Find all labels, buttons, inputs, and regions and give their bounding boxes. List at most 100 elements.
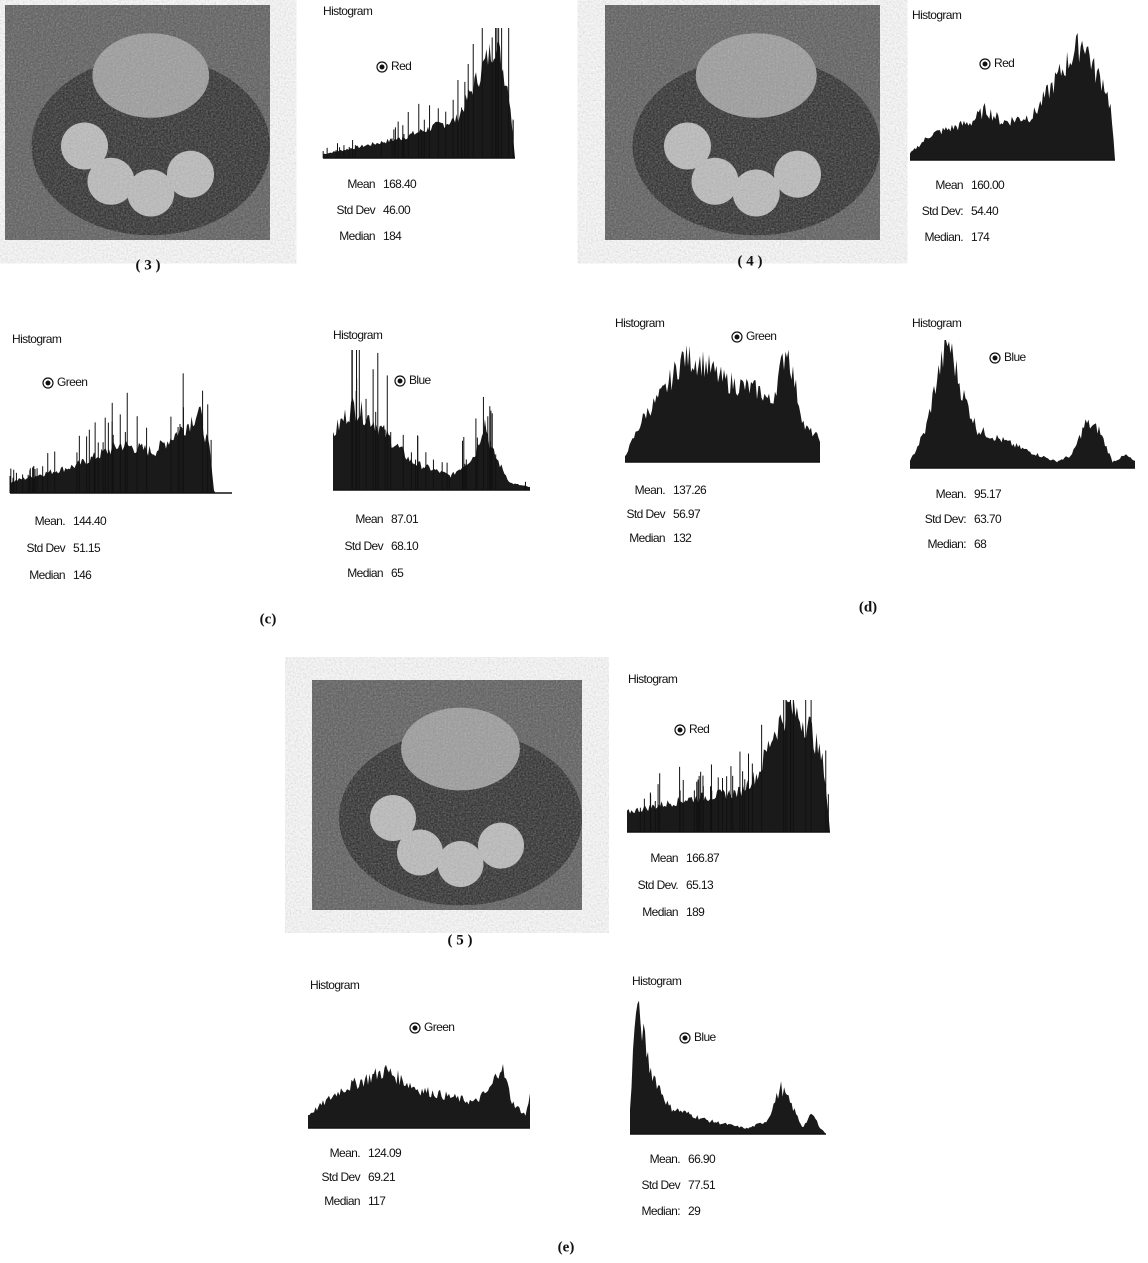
image-caption: ( 4 )	[738, 253, 763, 269]
histogram-title: Histogram	[323, 4, 373, 18]
histogram-title: Histogram	[912, 8, 962, 22]
stat-value: 63.70	[974, 512, 1002, 526]
photo	[5, 5, 270, 240]
histogram-shape	[308, 1064, 530, 1128]
histogram-title: Histogram	[333, 328, 383, 342]
stat-value: 68	[974, 537, 987, 551]
stat-label: Median	[324, 1194, 360, 1208]
stat-label: Std Dev	[27, 541, 66, 555]
stat-value: 124.09	[368, 1146, 402, 1160]
stat-value: 146	[73, 568, 92, 582]
stat-label: Median:	[642, 1204, 681, 1218]
histogram-shape	[625, 345, 820, 462]
stat-label: Mean.	[650, 1152, 681, 1166]
histogram-title: Histogram	[628, 672, 678, 686]
stat-label: Mean	[650, 851, 678, 865]
stat-value: 56.97	[673, 507, 701, 521]
panel-caption: (d)	[859, 599, 877, 615]
stat-label: Mean.	[635, 483, 666, 497]
channel-label: Red	[689, 722, 709, 736]
stat-value: 65.13	[686, 878, 714, 892]
photo	[312, 680, 582, 910]
figure: ( 3 ) ( 4 ) ( 5 ) Histogram Red Mean 168.40 Std…	[0, 0, 1148, 1263]
radio-dot	[983, 62, 988, 67]
channel-label: Red	[994, 56, 1014, 70]
channel-label: Green	[424, 1020, 454, 1034]
stat-label: Median	[29, 568, 65, 582]
grain	[312, 680, 582, 910]
histogram-title: Histogram	[12, 332, 62, 346]
channel-label: Blue	[1004, 350, 1027, 364]
stat-label: Mean	[347, 177, 375, 191]
histogram-shape	[910, 33, 1115, 160]
radio-dot	[380, 65, 385, 70]
channel-label: Blue	[409, 373, 432, 387]
channel-label: Green	[57, 375, 87, 389]
stat-label: Median	[347, 566, 383, 580]
radio-dot	[735, 335, 740, 340]
stat-value: 166.87	[686, 851, 720, 865]
stat-value: 95.17	[974, 487, 1002, 501]
stat-value: 87.01	[391, 512, 419, 526]
stat-value: 66.90	[688, 1152, 716, 1166]
stat-label: Std Dev	[345, 539, 384, 553]
stat-label: Median.	[925, 230, 964, 244]
stat-value: 174	[971, 230, 990, 244]
stat-value: 77.51	[688, 1178, 716, 1192]
radio-dot	[678, 728, 683, 733]
stat-label: Std Dev	[337, 203, 376, 217]
stat-label: Mean	[935, 178, 963, 192]
histogram-title: Histogram	[310, 978, 360, 992]
stat-value: 51.15	[73, 541, 101, 555]
histogram-title: Histogram	[912, 316, 962, 330]
stat-label: Mean	[355, 512, 383, 526]
channel-label: Red	[391, 59, 411, 73]
radio-dot	[993, 356, 998, 361]
image-caption: ( 5 )	[448, 932, 473, 948]
histogram-title: Histogram	[615, 316, 665, 330]
image-caption: ( 3 )	[136, 257, 161, 273]
stat-label: Mean.	[35, 514, 66, 528]
stat-value: 184	[383, 229, 402, 243]
stat-label: Std Dev.	[638, 878, 679, 892]
histogram-shape	[10, 406, 232, 493]
stat-value: 132	[673, 531, 692, 545]
stat-label: Std Dev:	[922, 204, 963, 218]
stat-label: Median:	[928, 537, 967, 551]
stat-value: 189	[686, 905, 705, 919]
stat-value: 54.40	[971, 204, 999, 218]
stat-label: Median	[629, 531, 665, 545]
histogram-shape	[627, 700, 830, 832]
stat-label: Mean.	[936, 487, 967, 501]
stat-label: Median	[642, 905, 678, 919]
photo	[605, 5, 880, 240]
stat-value: 46.00	[383, 203, 411, 217]
panel-caption: (e)	[558, 1239, 575, 1255]
stat-value: 68.10	[391, 539, 419, 553]
stat-value: 144.40	[73, 514, 107, 528]
stat-value: 168.40	[383, 177, 417, 191]
channel-label: Blue	[694, 1030, 717, 1044]
stat-label: Std Dev:	[925, 512, 966, 526]
stat-value: 29	[688, 1204, 701, 1218]
stat-value: 160.00	[971, 178, 1005, 192]
stat-label: Std Dev	[642, 1178, 681, 1192]
histogram-shape	[630, 1001, 826, 1134]
stat-label: Std Dev	[322, 1170, 361, 1184]
stat-label: Std Dev	[627, 507, 666, 521]
stat-label: Mean.	[330, 1146, 361, 1160]
stat-value: 137.26	[673, 483, 707, 497]
stat-value: 117	[368, 1194, 386, 1208]
histogram-shape	[333, 397, 530, 490]
grain	[5, 5, 270, 240]
panel-caption: (c)	[260, 611, 277, 627]
radio-dot	[46, 381, 51, 386]
radio-dot	[683, 1036, 688, 1041]
stat-value: 69.21	[368, 1170, 396, 1184]
histogram-title: Histogram	[632, 974, 682, 988]
radio-dot	[398, 379, 403, 384]
grain	[605, 5, 880, 240]
channel-label: Green	[746, 329, 776, 343]
stat-value: 65	[391, 566, 404, 580]
radio-dot	[413, 1026, 418, 1031]
